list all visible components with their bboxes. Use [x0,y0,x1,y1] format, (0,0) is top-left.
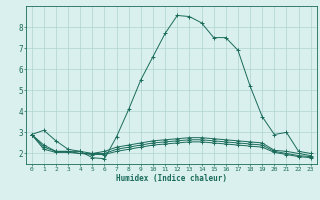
X-axis label: Humidex (Indice chaleur): Humidex (Indice chaleur) [116,174,227,183]
